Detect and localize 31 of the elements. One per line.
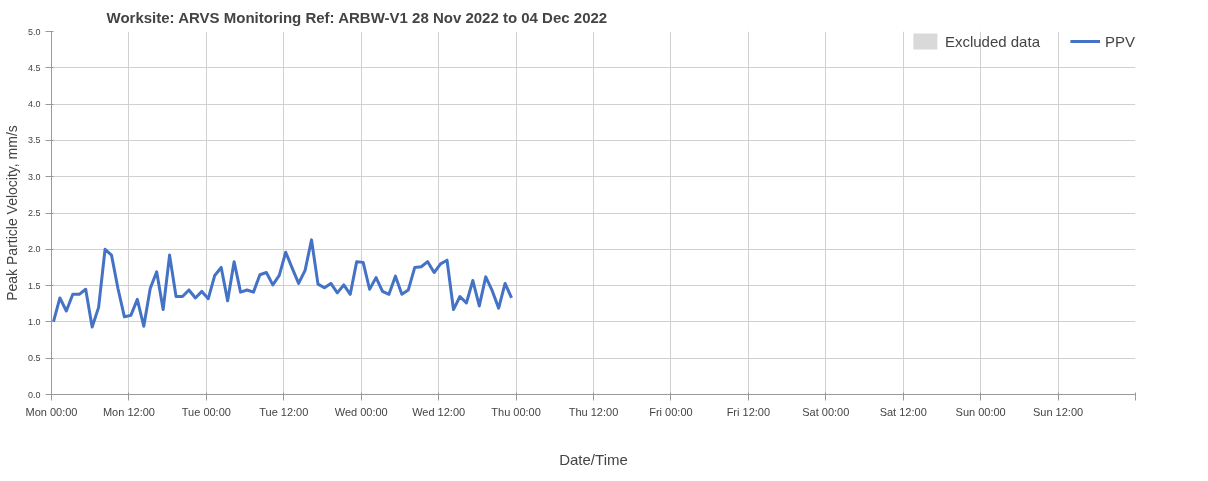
y-tick-label: 3.5 <box>27 135 41 146</box>
x-tick-label: Sun 12:00 <box>1032 405 1084 418</box>
x-tick-label: Fri 00:00 <box>649 405 693 418</box>
y-tick-label: 0.0 <box>27 389 41 400</box>
y-tick-label: 2.5 <box>27 208 41 218</box>
x-tick-label: Sat 12:00 <box>879 405 927 418</box>
x-tick-label: Thu 12:00 <box>568 405 619 418</box>
y-axis-title: Peak Particle Velocity, mm/s <box>3 125 20 301</box>
y-tick-label: 3.0 <box>27 171 41 182</box>
y-tick-label: 1.5 <box>27 280 41 291</box>
x-tick-label: Mon 00:00 <box>25 405 78 418</box>
line-series <box>51 238 514 329</box>
x-tick-label: Fri 12:00 <box>726 405 771 418</box>
x-tick-label: Thu 00:00 <box>491 405 541 418</box>
legend-label: PPV <box>1104 32 1135 50</box>
y-tick-label: 0.5 <box>27 353 41 364</box>
x-tick-label: Mon 12:00 <box>102 405 155 418</box>
y-tick-label: 5.0 <box>27 26 41 37</box>
y-tick-label: 1.0 <box>27 316 41 327</box>
legend-label: Excluded data <box>944 32 1040 50</box>
x-tick-label: Tue 12:00 <box>259 405 309 418</box>
chart-title: Worksite: ARVS Monitoring Ref: ARBW-V1 28 Nov 2022 to 04 Dec 2022 <box>106 8 608 26</box>
x-axis-title: Date/Time <box>559 450 628 468</box>
y-tick-label: 4.0 <box>27 99 41 110</box>
x-tick-label: Sun 00:00 <box>955 405 1006 418</box>
x-tick-label: Tue 00:00 <box>181 405 231 418</box>
x-tick-label: Sat 00:00 <box>802 405 850 418</box>
y-tick-label: 4.5 <box>27 62 41 73</box>
y-tick-label: 2.0 <box>27 244 41 255</box>
x-tick-label: Wed 00:00 <box>334 405 388 418</box>
x-tick-label: Wed 12:00 <box>412 405 466 418</box>
